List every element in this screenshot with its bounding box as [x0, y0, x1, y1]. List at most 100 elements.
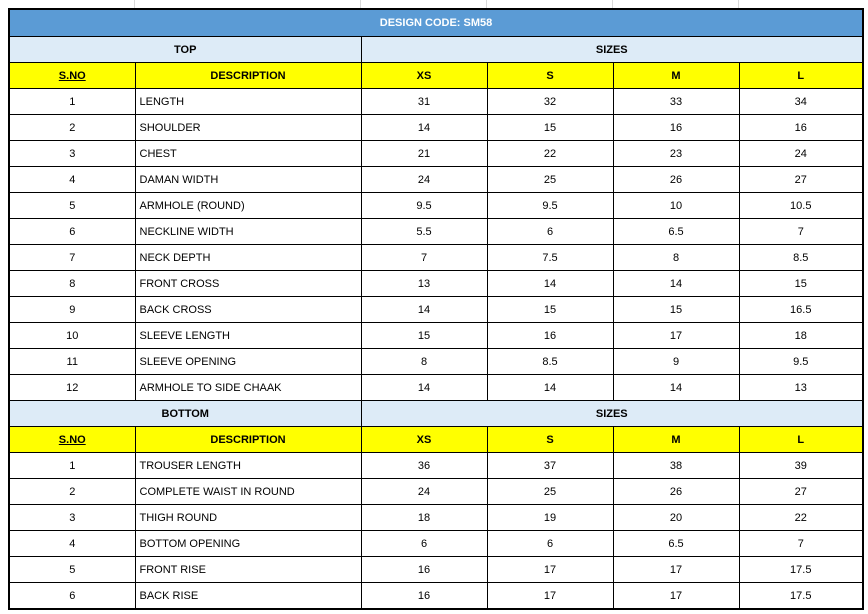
cell-desc: FRONT RISE [134, 556, 362, 583]
cell-xs: 7 [360, 244, 488, 271]
cell-l: 22 [738, 504, 864, 531]
cell-l: 16 [738, 114, 864, 141]
sheet: DESIGN CODE: SM58 TOP SIZES S.NO DESCRIPTIO… [8, 8, 865, 610]
cell-xs: 36 [360, 452, 488, 479]
cell-l: 18 [738, 322, 864, 349]
cell-sno: 3 [8, 504, 136, 531]
data-row: 4 BOTTOM OPENING 6 6 6.5 7 [8, 530, 864, 557]
cell-m: 8 [612, 244, 740, 271]
cell-s: 9.5 [486, 192, 614, 219]
cell-m: 16 [612, 114, 740, 141]
data-row: 2 COMPLETE WAIST IN ROUND 24 25 26 27 [8, 478, 864, 505]
cell-l: 16.5 [738, 296, 864, 323]
cell-desc: SLEEVE OPENING [134, 348, 362, 375]
data-row: 6 BACK RISE 16 17 17 17.5 [8, 582, 864, 610]
cell-sno: 1 [8, 88, 136, 115]
size-table: DESIGN CODE: SM58 TOP SIZES S.NO DESCRIPTIO… [8, 8, 865, 610]
header-l: L [738, 426, 864, 453]
cell-m: 17 [612, 582, 740, 610]
sheet-gridline [486, 0, 487, 8]
cell-desc: LENGTH [134, 88, 362, 115]
cell-s: 19 [486, 504, 614, 531]
cell-s: 14 [486, 270, 614, 297]
cell-l: 27 [738, 166, 864, 193]
cell-l: 17.5 [738, 582, 864, 610]
cell-sno: 5 [8, 556, 136, 583]
data-row: 7 NECK DEPTH 7 7.5 8 8.5 [8, 244, 864, 271]
cell-xs: 24 [360, 166, 488, 193]
cell-m: 10 [612, 192, 740, 219]
cell-s: 7.5 [486, 244, 614, 271]
data-row: 1 TROUSER LENGTH 36 37 38 39 [8, 452, 864, 479]
cell-desc: COMPLETE WAIST IN ROUND [134, 478, 362, 505]
cell-m: 17 [612, 556, 740, 583]
data-row: 5 ARMHOLE (ROUND) 9.5 9.5 10 10.5 [8, 192, 864, 219]
cell-s: 17 [486, 556, 614, 583]
table-body: DESIGN CODE: SM58 TOP SIZES S.NO DESCRIPTIO… [8, 8, 864, 610]
cell-s: 37 [486, 452, 614, 479]
cell-s: 15 [486, 114, 614, 141]
cell-l: 17.5 [738, 556, 864, 583]
cell-m: 26 [612, 478, 740, 505]
cell-sno: 12 [8, 374, 136, 401]
cell-xs: 18 [360, 504, 488, 531]
header-s: S [486, 62, 614, 89]
cell-l: 10.5 [738, 192, 864, 219]
cell-xs: 15 [360, 322, 488, 349]
cell-xs: 5.5 [360, 218, 488, 245]
cell-xs: 16 [360, 582, 488, 610]
cell-l: 24 [738, 140, 864, 167]
cell-l: 27 [738, 478, 864, 505]
cell-xs: 14 [360, 114, 488, 141]
cell-desc: BACK RISE [134, 582, 362, 610]
cell-l: 9.5 [738, 348, 864, 375]
header-s: S [486, 426, 614, 453]
cell-xs: 8 [360, 348, 488, 375]
cell-m: 6.5 [612, 530, 740, 557]
header-row: S.NO DESCRIPTION XS S M L [8, 426, 864, 453]
cell-desc: BOTTOM OPENING [134, 530, 362, 557]
sheet-gridline [360, 0, 361, 8]
header-l: L [738, 62, 864, 89]
cell-m: 9 [612, 348, 740, 375]
cell-m: 23 [612, 140, 740, 167]
section-row: BOTTOM SIZES [8, 400, 864, 427]
cell-s: 32 [486, 88, 614, 115]
header-row: S.NO DESCRIPTION XS S M L [8, 62, 864, 89]
header-sno: S.NO [8, 426, 136, 453]
cell-xs: 9.5 [360, 192, 488, 219]
cell-desc: DAMAN WIDTH [134, 166, 362, 193]
cell-m: 15 [612, 296, 740, 323]
cell-sno: 7 [8, 244, 136, 271]
cell-m: 17 [612, 322, 740, 349]
cell-xs: 6 [360, 530, 488, 557]
cell-l: 7 [738, 530, 864, 557]
cell-m: 20 [612, 504, 740, 531]
cell-desc: NECKLINE WIDTH [134, 218, 362, 245]
section-row: TOP SIZES [8, 36, 864, 63]
cell-s: 6 [486, 530, 614, 557]
section-label: TOP [8, 36, 362, 63]
data-row: 10 SLEEVE LENGTH 15 16 17 18 [8, 322, 864, 349]
data-row: 5 FRONT RISE 16 17 17 17.5 [8, 556, 864, 583]
cell-desc: CHEST [134, 140, 362, 167]
title-row: DESIGN CODE: SM58 [8, 8, 864, 37]
header-xs: XS [360, 426, 488, 453]
sizes-label: SIZES [360, 36, 864, 63]
sheet-gridline [612, 0, 613, 8]
cell-m: 33 [612, 88, 740, 115]
data-row: 1 LENGTH 31 32 33 34 [8, 88, 864, 115]
cell-l: 15 [738, 270, 864, 297]
data-row: 4 DAMAN WIDTH 24 25 26 27 [8, 166, 864, 193]
cell-desc: SHOULDER [134, 114, 362, 141]
cell-m: 26 [612, 166, 740, 193]
cell-l: 13 [738, 374, 864, 401]
cell-desc: BACK CROSS [134, 296, 362, 323]
cell-xs: 14 [360, 374, 488, 401]
cell-l: 34 [738, 88, 864, 115]
cell-l: 8.5 [738, 244, 864, 271]
data-row: 2 SHOULDER 14 15 16 16 [8, 114, 864, 141]
header-m: M [612, 62, 740, 89]
cell-s: 15 [486, 296, 614, 323]
section-label: BOTTOM [8, 400, 362, 427]
